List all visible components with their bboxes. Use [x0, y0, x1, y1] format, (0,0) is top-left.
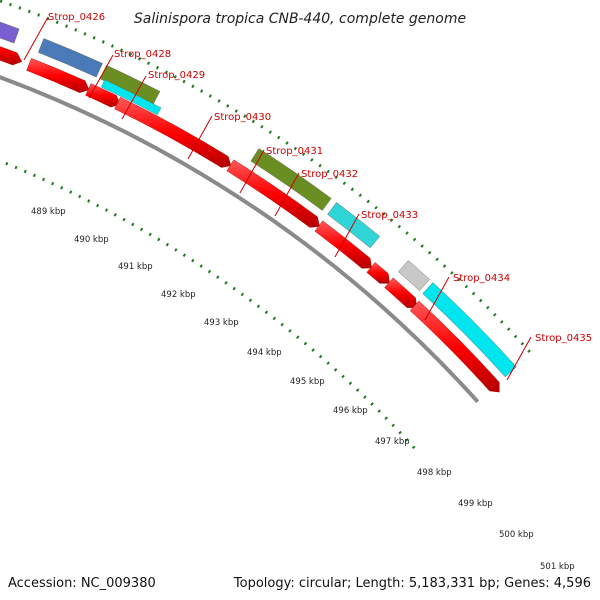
backbone-line [0, 75, 480, 404]
gene-feature-cds [366, 262, 390, 284]
leader-line-strop-0432 [274, 172, 300, 217]
gene-feature-cds [26, 58, 90, 93]
leader-line-strop-0433 [334, 213, 360, 258]
kbp-label: 490 kbp [74, 235, 109, 245]
gene-feature-cog [398, 260, 430, 291]
gene-feature-cds [409, 300, 500, 393]
gene-label-strop-0432[interactable]: Strop_0432 [301, 169, 358, 180]
kbp-label: 496 kbp [333, 406, 368, 416]
gene-feature-cog [0, 21, 20, 44]
gene-label-strop-0434[interactable]: Strop_0434 [453, 273, 510, 284]
leader-line-strop-0428 [88, 54, 114, 99]
kbp-label: 498 kbp [417, 468, 452, 478]
gene-label-strop-0426[interactable]: Strop_0426 [48, 12, 105, 23]
gene-label-strop-0433[interactable]: Strop_0433 [361, 210, 418, 221]
accession-text: Accession: NC_009380 [8, 576, 156, 591]
gene-feature-cds [384, 277, 417, 309]
leader-line-strop-0430 [187, 115, 213, 160]
kbp-label: 501 kbp [540, 562, 575, 572]
kbp-label: 492 kbp [161, 290, 196, 300]
kbp-label: 491 kbp [118, 262, 153, 272]
kbp-label: 493 kbp [204, 318, 239, 328]
kbp-label: 494 kbp [247, 348, 282, 358]
gene-feature-cds [314, 220, 372, 269]
leader-line-strop-0429 [121, 75, 147, 120]
genome-summary-text: Topology: circular; Length: 5,183,331 bp… [233, 576, 591, 591]
leader-line-strop-0434 [424, 276, 450, 321]
kbp-label: 495 kbp [290, 377, 325, 387]
gene-feature-cog [422, 282, 517, 378]
gene-feature-cog [327, 202, 381, 249]
gene-feature-cds [0, 46, 23, 66]
leader-line-strop-0426 [23, 16, 49, 61]
gene-feature-cds [114, 96, 232, 168]
gene-labels: Strop_0426 Strop_0428 Strop_0429 Strop_0… [23, 12, 592, 381]
leader-line-strop-0435 [506, 336, 532, 381]
kbp-label: 497 kbp [375, 437, 410, 447]
gene-feature-cds-alt [101, 79, 162, 116]
kbp-label: 500 kbp [499, 530, 534, 540]
gene-label-strop-0435[interactable]: Strop_0435 [535, 333, 592, 344]
kbp-label: 499 kbp [458, 499, 493, 509]
leader-line-strop-0431 [239, 149, 265, 194]
gene-label-strop-0428[interactable]: Strop_0428 [114, 49, 171, 60]
kbp-scale-labels: 489 kbp 490 kbp 491 kbp 492 kbp 493 kbp … [31, 207, 575, 572]
gene-label-strop-0429[interactable]: Strop_0429 [148, 70, 205, 81]
gene-feature-cog [250, 148, 332, 211]
genome-backbone [0, 75, 480, 404]
gene-label-strop-0431[interactable]: Strop_0431 [266, 146, 323, 157]
gene-label-strop-0430[interactable]: Strop_0430 [214, 112, 271, 123]
gene-track [0, 21, 517, 393]
gene-feature-cds [226, 159, 320, 228]
gene-feature-cog [38, 38, 103, 78]
kbp-label: 489 kbp [31, 207, 66, 217]
map-title: Salinispora tropica CNB-440, complete ge… [134, 11, 466, 27]
